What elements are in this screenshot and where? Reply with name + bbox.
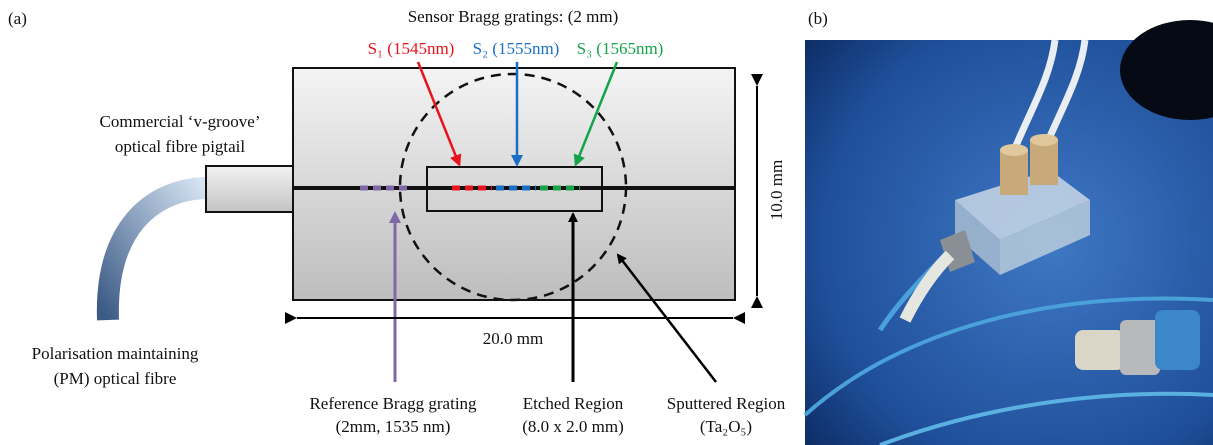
fibre-label: Polarisation maintaining	[32, 344, 199, 363]
etched-label: Etched Region	[523, 394, 624, 413]
sensor-label: S₁ (1545nm)	[368, 39, 455, 58]
etched-label: (8.0 x 2.0 mm)	[522, 417, 624, 436]
sputtered-label: Sputtered Region	[667, 394, 786, 413]
fibre-label: (PM) optical fibre	[54, 369, 177, 388]
reference-label: (2mm, 1535 nm)	[336, 417, 451, 436]
reference-label: Reference Bragg grating	[309, 394, 477, 413]
figure: (a) Sensor Bragg gratings: (2 mm) S₁ (15…	[0, 0, 1213, 445]
width-label: 20.0 mm	[483, 329, 543, 348]
height-label: 10.0 mm	[767, 160, 786, 220]
pigtail-label: Commercial ‘v-groove’	[100, 112, 261, 131]
panel-label: (b)	[808, 9, 828, 28]
pigtail-label: optical fibre pigtail	[115, 137, 246, 156]
title: Sensor Bragg gratings: (2 mm)	[408, 7, 619, 26]
photo	[805, 20, 1213, 445]
sensor-label: S₃ (1565nm)	[577, 39, 664, 58]
pigtail	[206, 166, 293, 212]
pm-fibre	[108, 188, 206, 320]
chip-block	[293, 68, 735, 300]
sensor-label: S₂ (1555nm)	[473, 39, 560, 58]
panel-label: (a)	[8, 9, 27, 28]
sputtered-label: (Ta₂O₅)	[700, 417, 752, 436]
